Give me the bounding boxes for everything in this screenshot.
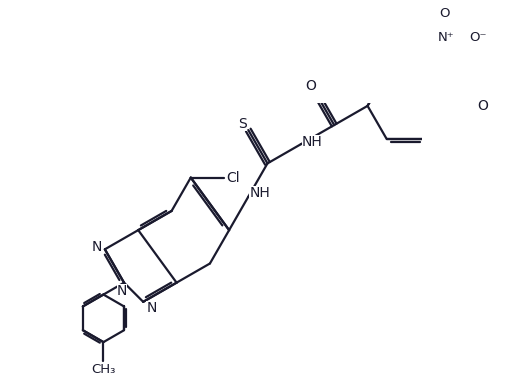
Text: O: O [477,99,488,113]
Text: S: S [238,117,247,131]
Text: NH: NH [302,135,323,149]
Text: O⁻: O⁻ [469,31,487,44]
Text: N: N [91,241,101,254]
Text: CH₃: CH₃ [91,363,116,376]
Text: Cl: Cl [226,170,239,185]
Text: N: N [117,284,127,298]
Text: NH: NH [249,186,270,200]
Text: O: O [439,7,449,20]
Text: O: O [305,79,316,93]
Text: N⁺: N⁺ [438,31,455,44]
Text: N: N [146,301,157,314]
